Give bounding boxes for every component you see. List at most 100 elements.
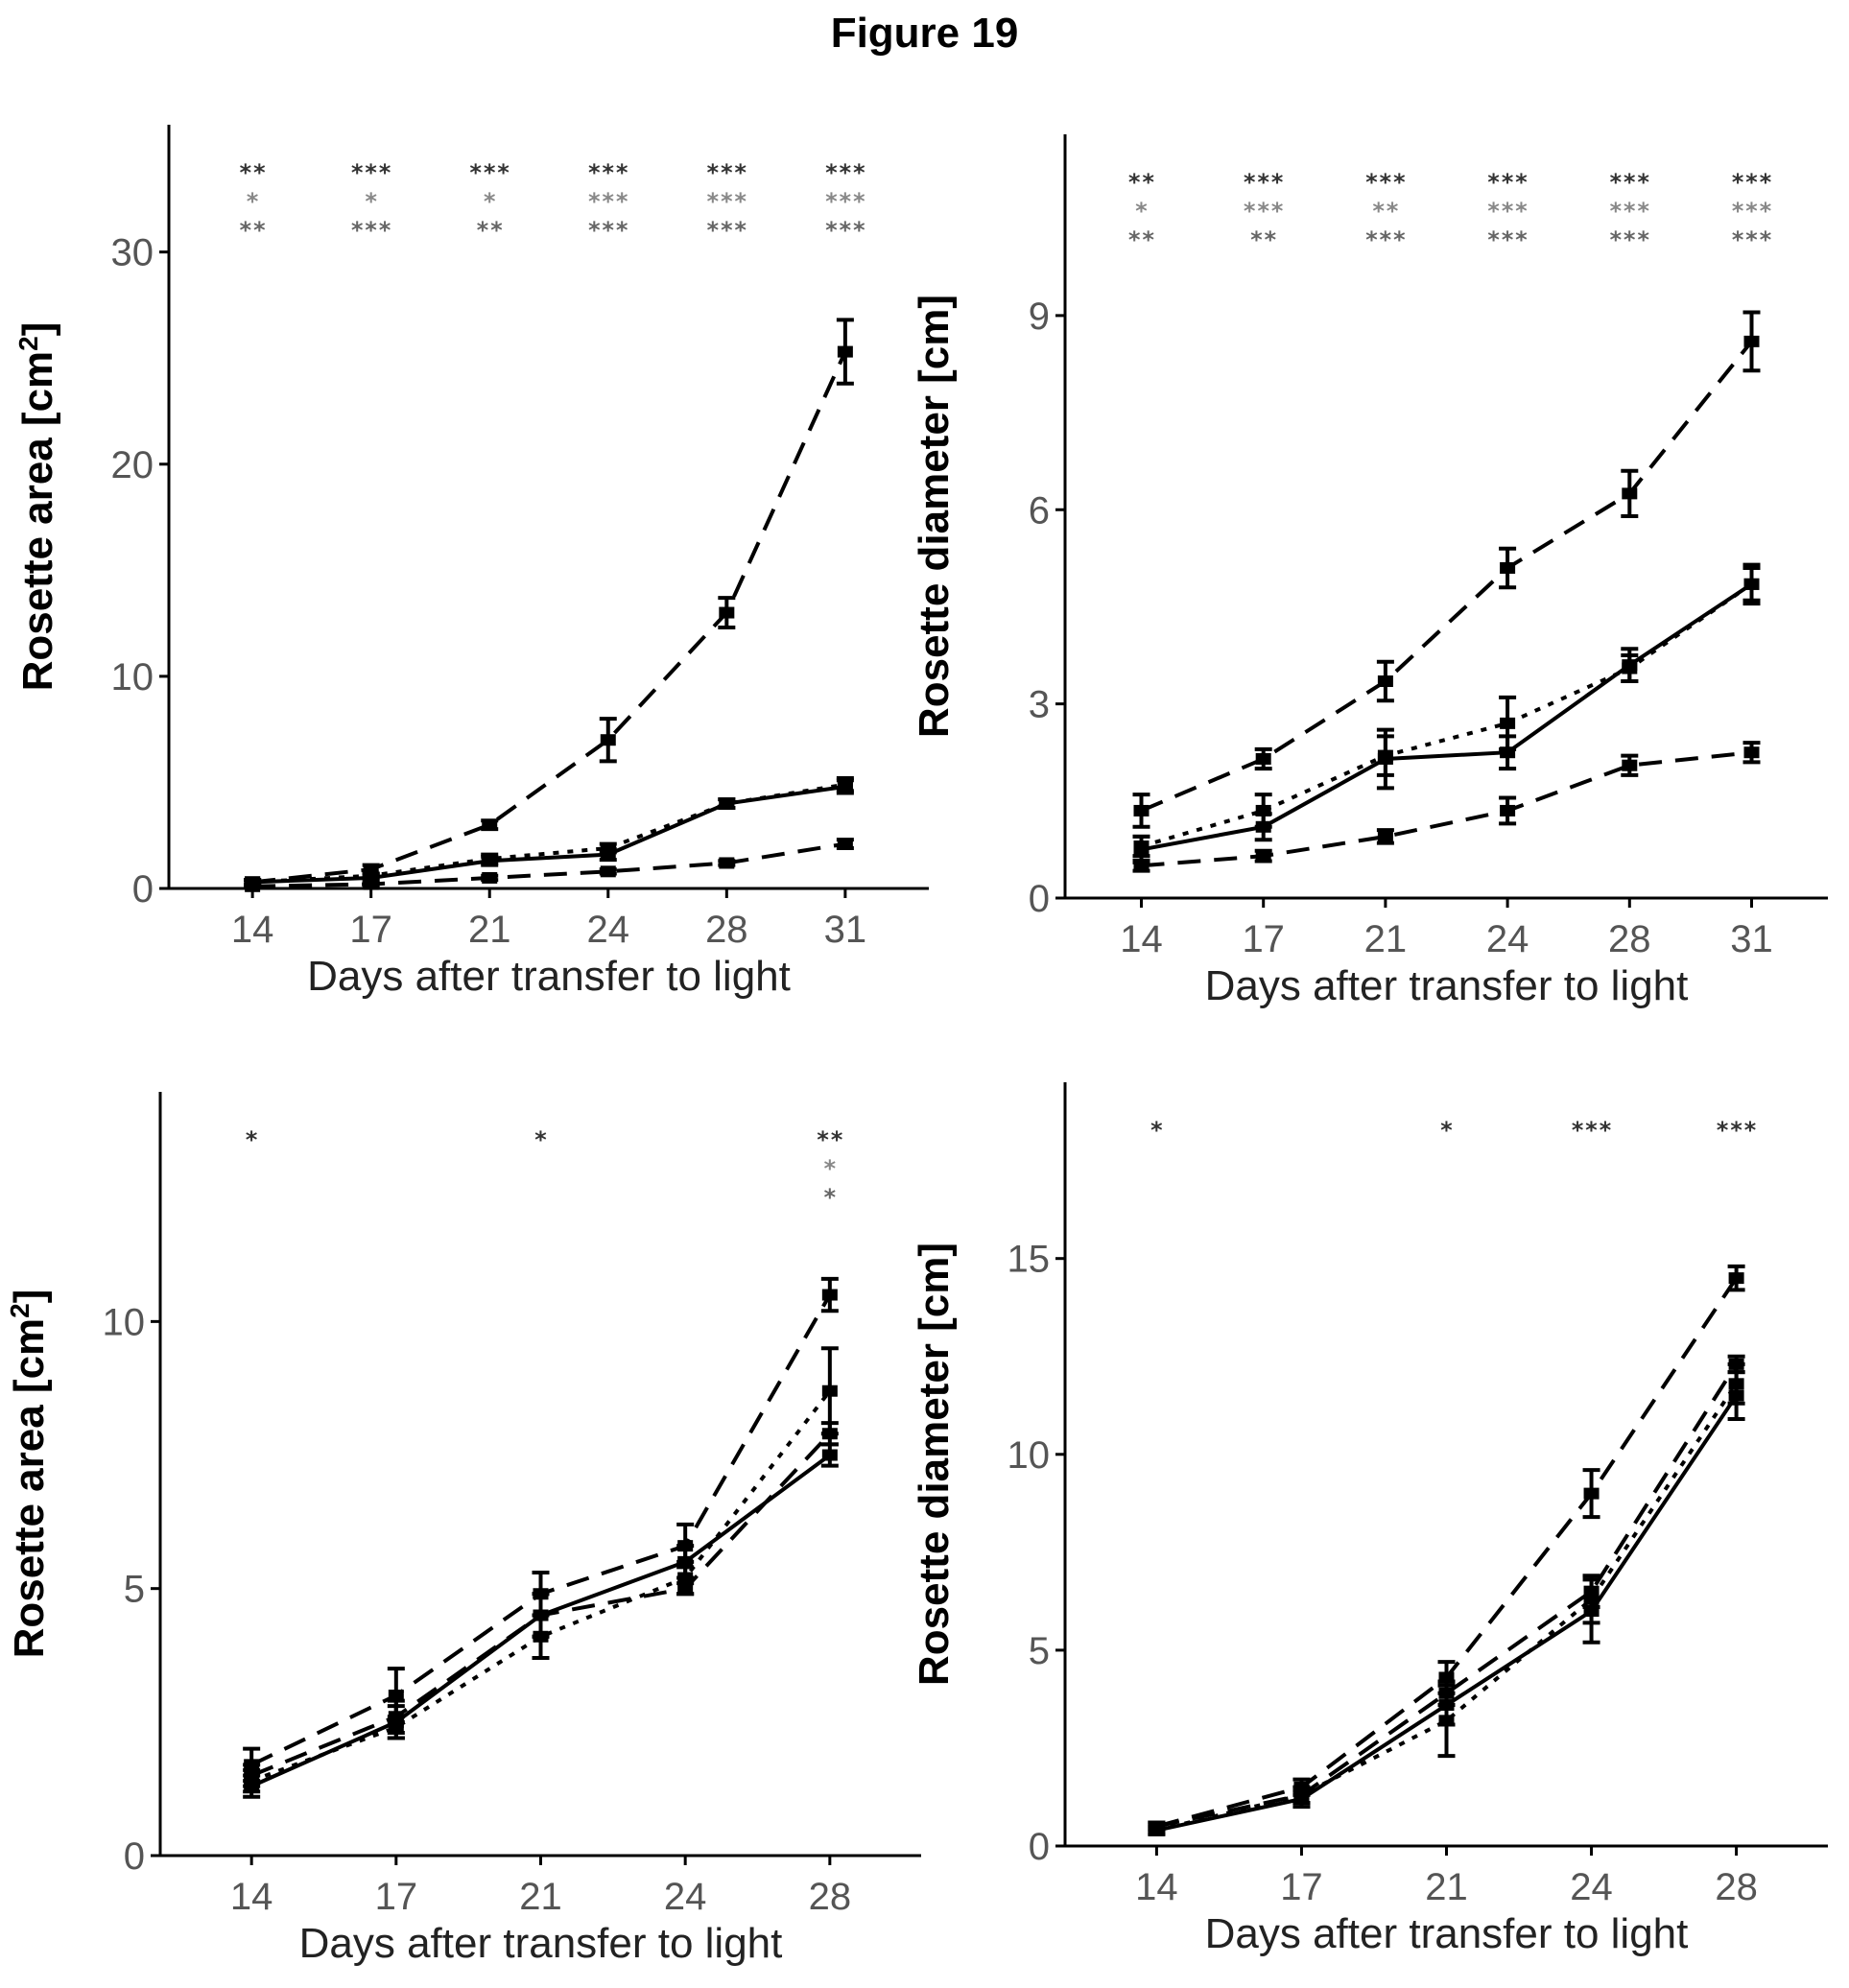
data-point — [1728, 1272, 1744, 1285]
y-axis-label: Rosette area [cm2] — [5, 1290, 54, 1659]
significance-mark: *** — [1571, 1117, 1612, 1144]
data-point — [719, 606, 735, 619]
significance-mark: *** — [824, 217, 865, 244]
significance-mark: * — [246, 188, 259, 215]
significance-mark: *** — [1486, 169, 1528, 196]
data-point — [1622, 759, 1638, 771]
x-tick-label: 17 — [1280, 1866, 1323, 1908]
data-point — [1728, 1358, 1744, 1370]
series-line-3 — [250, 1389, 832, 1783]
data-point — [1500, 561, 1516, 574]
significance-mark: ** — [1127, 169, 1155, 196]
data-point — [1377, 675, 1393, 688]
data-point — [1293, 1788, 1310, 1801]
x-tick-label: 21 — [1364, 918, 1408, 960]
data-point — [1377, 749, 1393, 762]
data-point — [1583, 1487, 1600, 1500]
significance-mark: *** — [1716, 1117, 1757, 1144]
significance-mark: *** — [1609, 198, 1650, 225]
x-tick-label: 24 — [1570, 1866, 1613, 1908]
x-tick-label: 31 — [1730, 918, 1773, 960]
data-point — [1583, 1585, 1600, 1598]
y-tick-label: 5 — [124, 1569, 145, 1611]
y-tick-label: 30 — [111, 232, 154, 274]
x-tick-label: 21 — [468, 909, 511, 951]
significance-mark: * — [483, 188, 496, 215]
data-point — [1133, 840, 1150, 853]
y-tick-label: 6 — [1029, 489, 1050, 532]
chart-panel-3: 0 5 10 14 17 21 24 28 Days after transfer to lig… — [5, 1092, 921, 1967]
data-point — [1438, 1687, 1455, 1699]
data-point — [821, 1384, 838, 1397]
data-point — [1743, 578, 1760, 590]
x-tick-label: 28 — [1715, 1866, 1758, 1908]
x-tick-label: 31 — [824, 909, 867, 951]
y-axis-label: Rosette diameter [cm] — [911, 295, 958, 738]
y-tick-label: 15 — [1007, 1239, 1051, 1281]
significance-mark: ** — [1249, 226, 1277, 253]
figure-title: Figure 19 — [830, 10, 1019, 57]
significance-mark: ** — [1127, 226, 1155, 253]
data-point — [1743, 746, 1760, 759]
significance-mark: ** — [476, 217, 504, 244]
series-line-4 — [252, 841, 846, 888]
significance-mark: *** — [1609, 226, 1650, 253]
data-point — [1133, 860, 1150, 872]
significance-mark: *** — [1731, 226, 1772, 253]
x-tick-label: 14 — [1135, 1866, 1178, 1908]
x-tick-label: 28 — [705, 909, 748, 951]
data-point — [1255, 804, 1271, 816]
data-point — [821, 1428, 838, 1440]
data-point — [1622, 487, 1638, 500]
data-point — [1438, 1715, 1455, 1727]
significance-mark: *** — [1731, 169, 1772, 196]
x-tick-label: 21 — [1425, 1866, 1468, 1908]
data-point — [600, 734, 616, 746]
chart-panel-1: 0 10 20 30 14 17 21 24 28 31 Days after transfer t… — [13, 125, 929, 1000]
data-point — [1743, 335, 1760, 347]
significance-mark: *** — [587, 159, 628, 186]
data-point — [1728, 1378, 1744, 1390]
series-line-3 — [252, 782, 846, 885]
data-point — [1500, 717, 1516, 729]
data-point — [719, 797, 735, 810]
significance-mark: ** — [239, 159, 267, 186]
significance-mark: ** — [1371, 198, 1399, 225]
significance-mark: *** — [469, 159, 510, 186]
y-tick-label: 3 — [1029, 684, 1050, 726]
series-line-2 — [1155, 1394, 1739, 1833]
data-point — [482, 853, 498, 865]
data-point — [719, 857, 735, 869]
y-tick-label: 0 — [1029, 878, 1050, 920]
significance-mark: * — [1439, 1117, 1453, 1144]
data-point — [1133, 804, 1150, 816]
y-tick-label: 5 — [1029, 1630, 1050, 1672]
y-tick-label: 10 — [103, 1301, 146, 1343]
data-point — [837, 778, 853, 791]
y-tick-label: 0 — [132, 868, 154, 911]
significance-mark: *** — [1243, 169, 1284, 196]
x-axis-label: Days after transfer to light — [299, 1920, 783, 1967]
series-line-3 — [1155, 1383, 1739, 1833]
significance-mark: *** — [350, 217, 391, 244]
x-axis-label: Days after transfer to light — [307, 953, 791, 1000]
series-line-2 — [1141, 582, 1753, 852]
significance-mark: * — [823, 1155, 837, 1182]
significance-mark: *** — [1364, 226, 1406, 253]
significance-mark: *** — [706, 188, 747, 215]
significance-mark: *** — [350, 159, 391, 186]
y-tick-label: 10 — [1007, 1434, 1051, 1477]
significance-mark: * — [823, 1184, 837, 1211]
x-tick-label: 14 — [1120, 918, 1163, 960]
significance-mark: * — [533, 1126, 547, 1153]
x-tick-label: 17 — [1242, 918, 1285, 960]
data-point — [600, 841, 616, 854]
significance-mark: *** — [1364, 169, 1406, 196]
x-tick-label: 21 — [519, 1876, 562, 1918]
y-tick-label: 0 — [124, 1835, 145, 1878]
x-tick-label: 24 — [664, 1876, 707, 1918]
significance-mark: *** — [587, 188, 628, 215]
significance-mark: *** — [706, 159, 747, 186]
data-point — [388, 1690, 404, 1702]
y-tick-label: 20 — [111, 444, 154, 486]
